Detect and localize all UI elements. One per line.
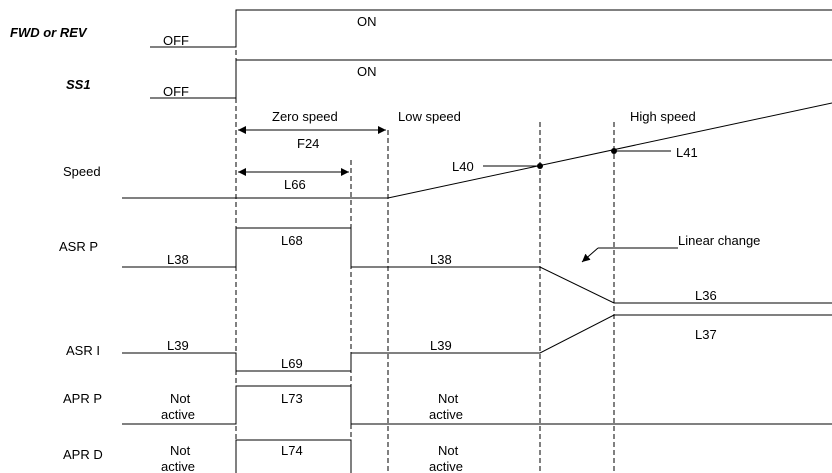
waveform-fwd-rev [150,9,832,48]
param-l66: L66 [284,177,306,192]
state-fwd-rev-on: ON [357,14,377,29]
param-l68: L68 [281,233,303,248]
param-l40: L40 [452,159,474,174]
note-apr-p-active-2: active [429,407,463,422]
waveform-apr-d [235,439,352,473]
param-l73: L73 [281,391,303,406]
note-apr-p-active-1: active [161,407,195,422]
state-ss1-off: OFF [163,84,189,99]
phase-high-speed: High speed [630,109,696,124]
waveform-asr-p [122,227,832,304]
label-asr-i: ASR I [66,343,100,358]
label-asr-p: ASR P [59,239,98,254]
label-apr-p: APR P [63,391,102,406]
label-speed: Speed [63,164,101,179]
note-apr-p-not-2: Not [438,391,459,406]
param-l41: L41 [676,145,698,160]
param-l38-first: L38 [167,252,189,267]
phase-low-speed: Low speed [398,109,461,124]
label-apr-d: APR D [63,447,103,462]
waveform-speed [122,102,832,199]
arrow-linear-change [581,247,599,263]
label-ss1: SS1 [66,77,91,92]
param-l39-first: L39 [167,338,189,353]
state-ss1-on: ON [357,64,377,79]
note-apr-d-active-1: active [161,459,195,473]
note-linear-change: Linear change [678,233,760,248]
note-apr-d-active-2: active [429,459,463,473]
param-l38-second: L38 [430,252,452,267]
param-l74: L74 [281,443,303,458]
waveform-asr-i [122,314,832,372]
param-f24: F24 [297,136,319,151]
waveform-ss1 [150,59,832,99]
phase-zero-speed: Zero speed [272,109,338,124]
state-fwd-rev-off: OFF [163,33,189,48]
label-fwd-rev: FWD or REV [10,25,88,40]
param-l69: L69 [281,356,303,371]
waveform-apr-p [122,385,832,425]
param-l39-second: L39 [430,338,452,353]
note-apr-d-not-2: Not [438,443,459,458]
param-l37: L37 [695,327,717,342]
note-apr-d-not-1: Not [170,443,191,458]
param-l36: L36 [695,288,717,303]
note-apr-p-not-1: Not [170,391,191,406]
